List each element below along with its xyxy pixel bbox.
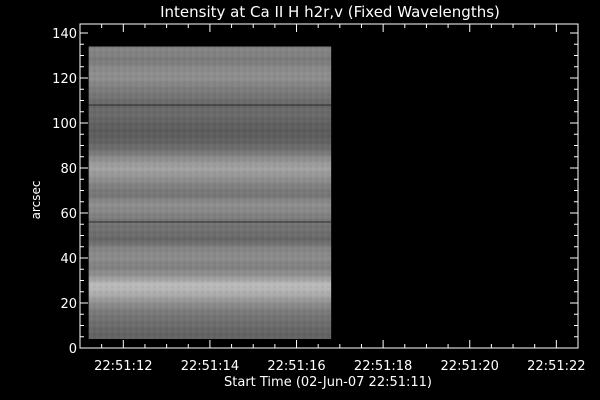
y-axis: 0 20 40 60 80 100 120 140 xyxy=(52,27,578,357)
x-tick-label: 22:51:18 xyxy=(354,359,412,374)
y-axis-label: arcsec xyxy=(29,181,43,220)
plot-frame xyxy=(79,23,579,349)
y-tick-label: 20 xyxy=(60,297,77,312)
y-tick-label: 120 xyxy=(52,72,77,87)
y-tick-label: 60 xyxy=(60,207,77,222)
x-tick-label: 22:51:20 xyxy=(441,359,499,374)
x-tick-label: 22:51:14 xyxy=(181,359,239,374)
y-tick-label: 40 xyxy=(60,252,77,267)
y-tick-label: 140 xyxy=(52,27,77,42)
x-tick-label: 22:51:12 xyxy=(94,359,152,374)
heatmap-texture xyxy=(88,46,332,339)
x-axis: 22:51:12 22:51:14 22:51:16 22:51:18 22:51:20… xyxy=(94,24,586,374)
x-tick-label: 22:51:22 xyxy=(527,359,585,374)
chart-title: Intensity at Ca II H h2r,v (Fixed Wavele… xyxy=(160,3,500,21)
y-tick-label: 80 xyxy=(60,162,77,177)
x-tick-label: 22:51:16 xyxy=(267,359,325,374)
x-axis-label: Start Time (02-Jun-07 22:51:11) xyxy=(224,375,432,390)
y-tick-label: 100 xyxy=(52,117,77,132)
heatmap-image xyxy=(88,46,332,339)
y-tick-label: 0 xyxy=(69,342,77,357)
